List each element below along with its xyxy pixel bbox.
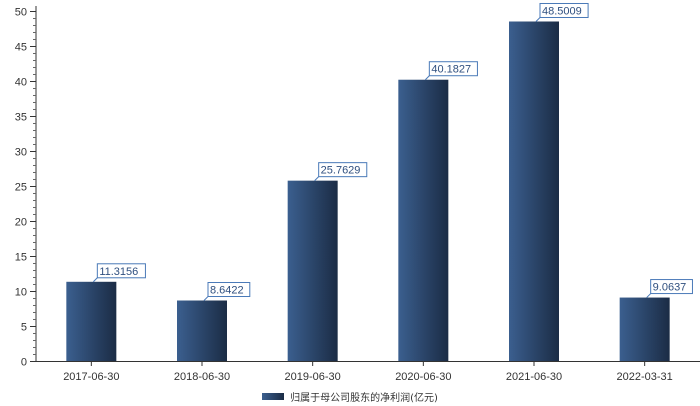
data-label-box [96,263,146,279]
data-label-leader [203,296,209,301]
bar [509,21,559,361]
data-label-box [650,279,693,295]
y-tick-label: 20 [15,217,27,229]
y-tick-label: 45 [15,42,27,54]
data-label: 25.7629 [321,165,361,177]
data-label: 9.0637 [653,282,687,294]
data-label-box [207,282,251,298]
y-tick-label: 50 [15,7,27,19]
y-tick-label: 25 [15,182,27,194]
x-tick-label: 2019-06-30 [285,371,341,383]
data-label: 48.5009 [542,5,582,17]
y-tick-label: 40 [15,77,27,89]
x-tick-label: 2020-06-30 [395,371,451,383]
y-tick-label: 5 [21,322,27,334]
data-labels: 11.3156 8.6422 25.7629 40.1827 48.5009 9.0637 [92,2,693,301]
y-tick-label: 35 [15,112,27,124]
x-tick-label: 2017-06-30 [63,371,119,383]
data-label-box [318,162,368,178]
y-tick-label: 15 [15,252,27,264]
data-label: 11.3156 [99,266,138,278]
bar-series [66,21,670,361]
data-label-box [428,61,478,77]
x-tick-label: 2021-06-30 [506,371,562,383]
y-tick-label: 10 [15,287,27,299]
data-label-box [539,2,589,18]
x-tick-label: 2022-03-31 [617,371,673,383]
data-label-leader [424,75,430,81]
y-tick-label: 0 [21,357,27,369]
data-label-leader [314,176,320,182]
y-tick-label: 30 [15,147,27,159]
bar [177,300,227,361]
bar [66,281,117,361]
x-axis: 2017-06-30 2018-06-30 2019-06-30 2020-06-30… [36,361,700,383]
legend: 归属于母公司股东的净利润(亿元) [0,389,700,404]
bar [398,79,449,361]
x-tick-label: 2018-06-30 [174,371,230,383]
legend-swatch [262,393,285,400]
legend-label: 归属于母公司股东的净利润(亿元) [290,393,438,404]
data-label-leader [646,293,652,298]
y-axis: 0 5 10 15 20 25 30 35 40 45 50 [15,6,37,369]
data-label-leader [535,17,541,22]
bar [619,297,670,361]
data-label: 8.6422 [210,285,244,297]
bar [287,180,338,361]
data-label-leader [92,277,98,283]
data-label: 40.1827 [431,64,471,76]
